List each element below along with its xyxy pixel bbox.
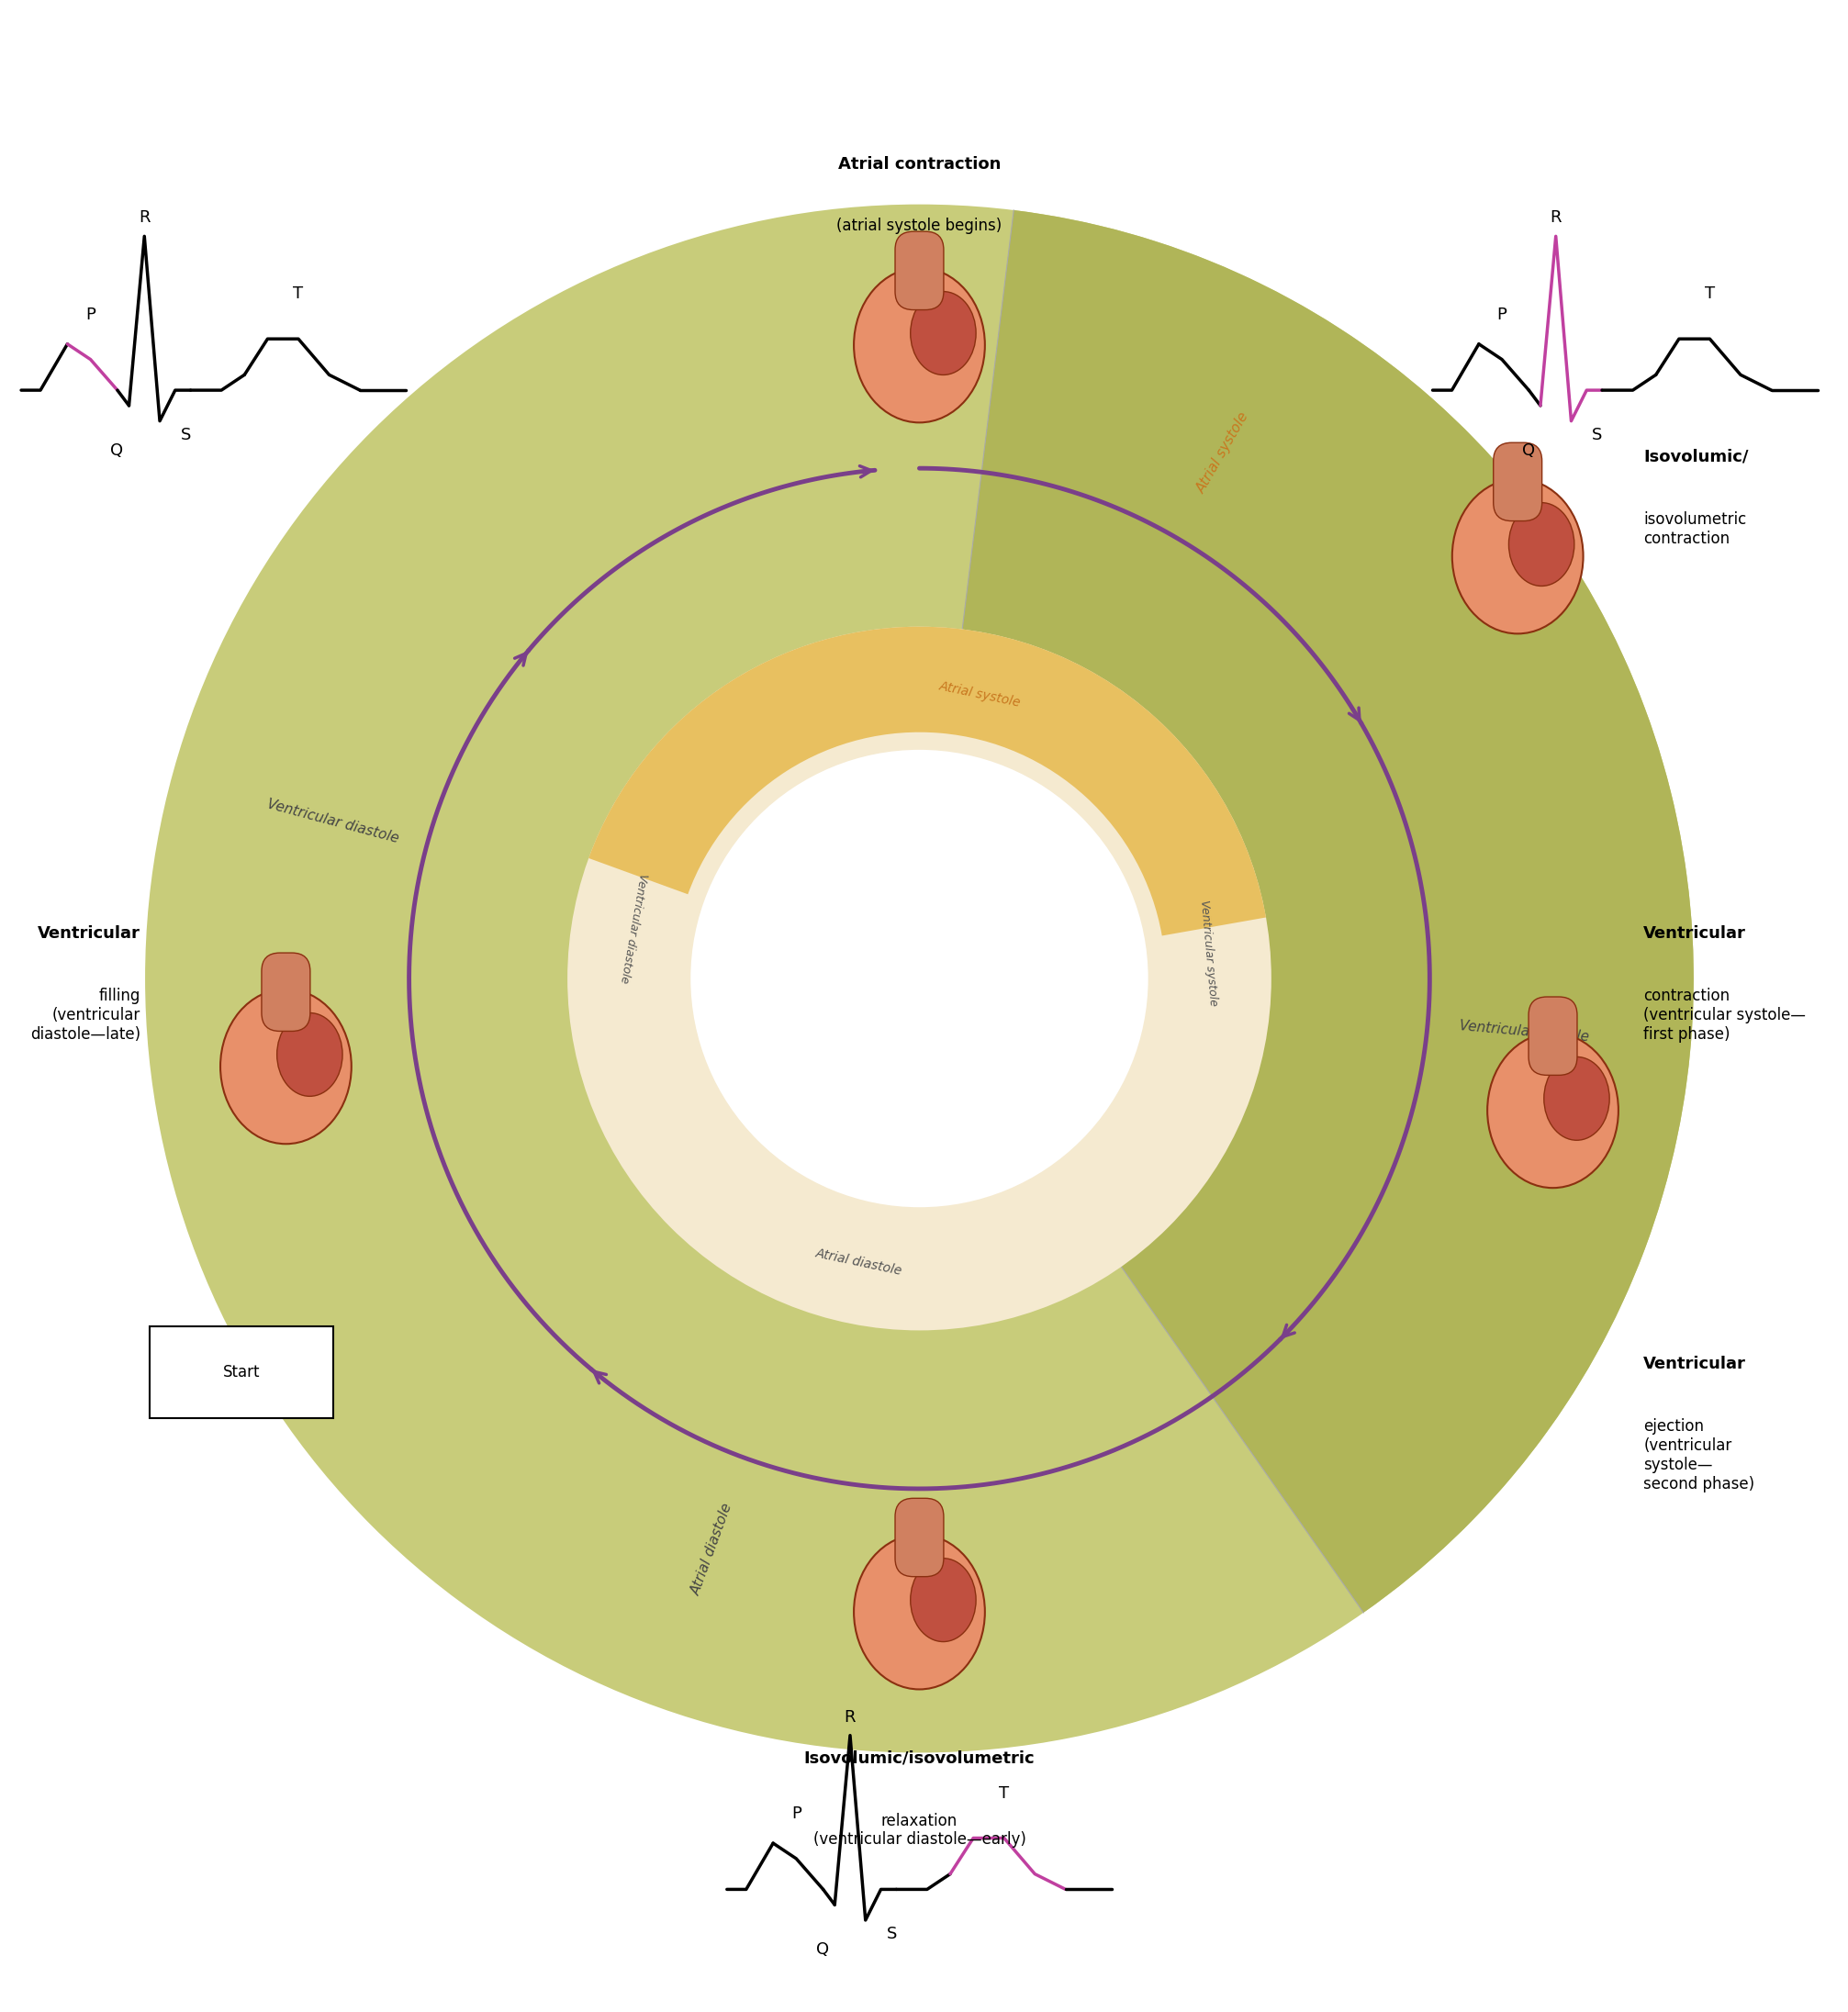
Ellipse shape xyxy=(220,990,351,1145)
Text: Ventricular: Ventricular xyxy=(1643,1356,1746,1372)
Text: T: T xyxy=(1000,1785,1009,1801)
FancyBboxPatch shape xyxy=(1493,443,1541,521)
Wedge shape xyxy=(918,209,1693,1614)
Text: R: R xyxy=(845,1708,856,1724)
Text: Ventricular: Ventricular xyxy=(1643,926,1746,942)
Text: R: R xyxy=(139,209,150,225)
Ellipse shape xyxy=(1488,1032,1619,1187)
Ellipse shape xyxy=(277,1012,342,1097)
Text: Ventricular: Ventricular xyxy=(37,926,140,942)
FancyBboxPatch shape xyxy=(262,954,310,1032)
Ellipse shape xyxy=(854,1535,985,1690)
Text: Q: Q xyxy=(1523,443,1536,459)
Text: (atrial systole begins): (atrial systole begins) xyxy=(837,217,1002,235)
Text: Isovolumic/: Isovolumic/ xyxy=(1643,449,1748,465)
Text: contraction
(ventricular systole—
first phase): contraction (ventricular systole— first … xyxy=(1643,988,1805,1042)
Text: Atrial contraction: Atrial contraction xyxy=(837,155,1002,173)
Text: Atrial diastole: Atrial diastole xyxy=(689,1501,736,1598)
FancyBboxPatch shape xyxy=(894,231,944,310)
Text: P: P xyxy=(85,306,96,322)
Text: P: P xyxy=(1497,306,1506,322)
Ellipse shape xyxy=(911,1557,976,1642)
Text: Ventricular systole: Ventricular systole xyxy=(1458,1018,1589,1044)
Text: P: P xyxy=(791,1805,802,1823)
Text: S: S xyxy=(1593,427,1602,443)
FancyBboxPatch shape xyxy=(150,1326,333,1418)
Circle shape xyxy=(146,205,1693,1752)
Text: Q: Q xyxy=(817,1942,830,1958)
Text: Ventricular diastole: Ventricular diastole xyxy=(617,873,649,984)
Ellipse shape xyxy=(1543,1056,1610,1141)
Text: T: T xyxy=(1704,286,1715,302)
Text: S: S xyxy=(887,1925,896,1942)
Text: Atrial systole: Atrial systole xyxy=(937,680,1022,710)
Text: S: S xyxy=(181,427,190,443)
Text: Atrial systole: Atrial systole xyxy=(1194,410,1251,495)
Ellipse shape xyxy=(854,268,985,423)
Text: Ventricular diastole: Ventricular diastole xyxy=(266,797,401,845)
Text: T: T xyxy=(294,286,303,302)
Text: Isovolumic/isovolumetric: Isovolumic/isovolumetric xyxy=(804,1750,1035,1767)
Text: ejection
(ventricular
systole—
second phase): ejection (ventricular systole— second ph… xyxy=(1643,1418,1754,1493)
Circle shape xyxy=(567,626,1271,1330)
Wedge shape xyxy=(590,626,1266,936)
Text: relaxation
(ventricular diastole—early): relaxation (ventricular diastole—early) xyxy=(813,1813,1026,1847)
Text: Ventricular systole: Ventricular systole xyxy=(1198,899,1220,1006)
FancyBboxPatch shape xyxy=(894,1499,944,1577)
Text: R: R xyxy=(1550,209,1562,225)
Ellipse shape xyxy=(1508,503,1574,585)
Circle shape xyxy=(691,750,1148,1207)
Text: isovolumetric
contraction: isovolumetric contraction xyxy=(1643,511,1746,547)
Text: filling
(ventricular
diastole—late): filling (ventricular diastole—late) xyxy=(30,988,140,1042)
Ellipse shape xyxy=(911,292,976,374)
Text: Atrial diastole: Atrial diastole xyxy=(815,1247,904,1278)
FancyBboxPatch shape xyxy=(1528,996,1576,1074)
Text: Start: Start xyxy=(222,1364,261,1380)
Text: Q: Q xyxy=(111,443,124,459)
Ellipse shape xyxy=(1453,479,1584,634)
